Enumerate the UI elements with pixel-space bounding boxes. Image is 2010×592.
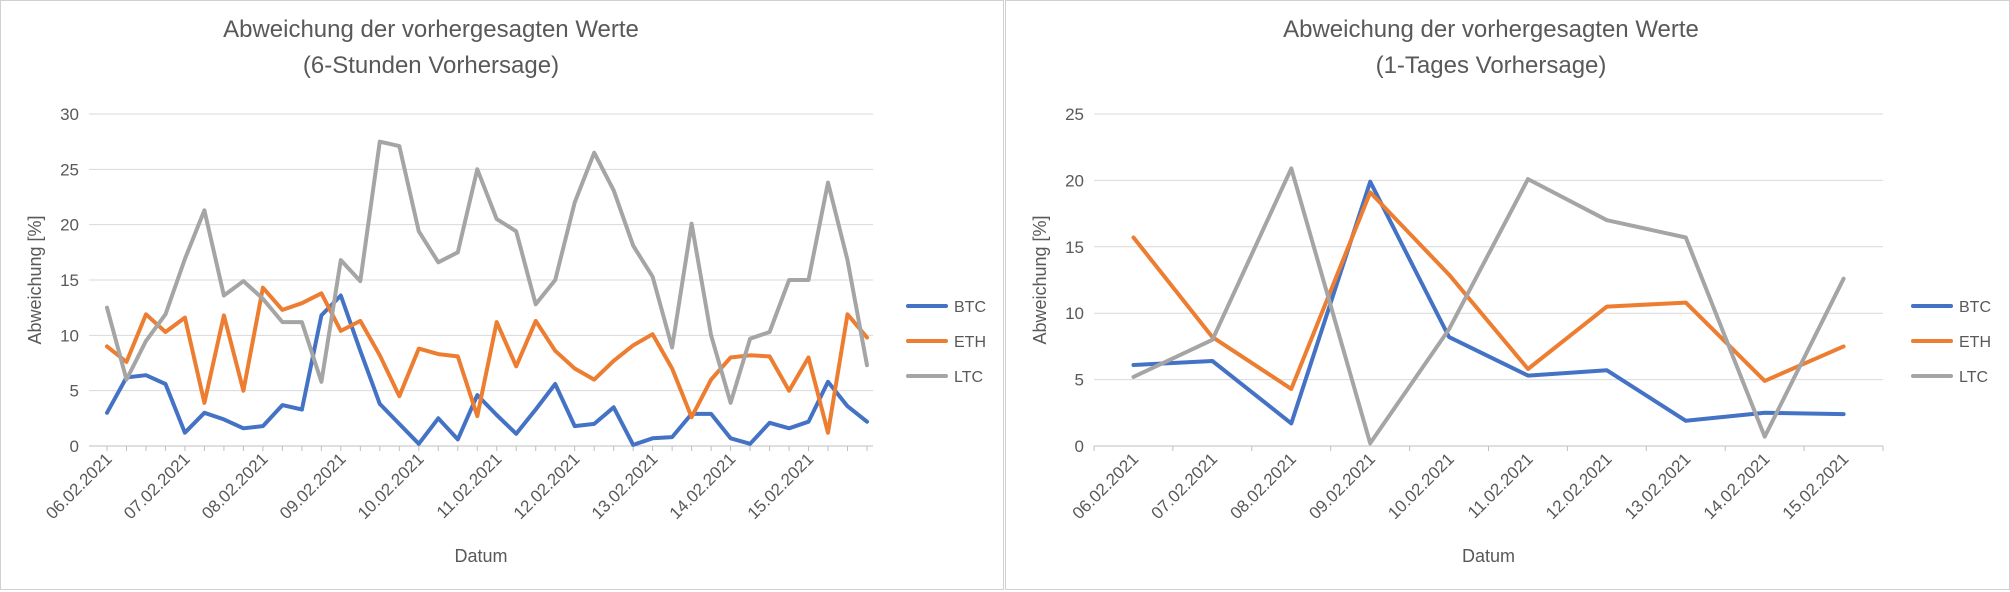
series-line-ltc bbox=[1131, 166, 1846, 446]
y-tick-label: 25 bbox=[1065, 105, 1084, 124]
x-tick-label: 09.02.2021 bbox=[1305, 449, 1379, 523]
x-tick-label: 13.02.2021 bbox=[1621, 449, 1695, 523]
x-tick-label: 10.02.2021 bbox=[354, 449, 428, 523]
x-tick-label: 15.02.2021 bbox=[744, 449, 818, 523]
chart-title-line: (6-Stunden Vorhersage) bbox=[303, 52, 559, 79]
chart-panel-6h: Abweichung der vorhergesagten Werte (6-St… bbox=[0, 0, 1004, 590]
x-tick-label: 08.02.2021 bbox=[1226, 449, 1300, 523]
legend-label-eth: ETH bbox=[1959, 334, 1991, 351]
legend-label-ltc: LTC bbox=[1959, 369, 1988, 386]
x-tick-label: 12.02.2021 bbox=[510, 449, 584, 523]
series-line-eth bbox=[105, 285, 869, 435]
x-tick-label: 12.02.2021 bbox=[1542, 449, 1616, 523]
y-tick-label: 25 bbox=[60, 160, 79, 179]
x-tick-label: 14.02.2021 bbox=[666, 449, 740, 523]
chart-1d-svg: Abweichung der vorhergesagten Werte (1-Ta… bbox=[1030, 16, 1991, 566]
chart-title-line: (1-Tages Vorhersage) bbox=[1376, 52, 1607, 79]
series-line-btc bbox=[105, 293, 869, 447]
y-tick-label: 10 bbox=[60, 326, 79, 345]
y-tick-label: 15 bbox=[60, 271, 79, 290]
x-tick-label: 14.02.2021 bbox=[1700, 449, 1774, 523]
x-tick-label: 13.02.2021 bbox=[588, 449, 662, 523]
y-axis-title: Abweichung [%] bbox=[25, 215, 45, 344]
chart-panel-1d: Abweichung der vorhergesagten Werte (1-Ta… bbox=[1005, 0, 2010, 590]
y-tick-label: 30 bbox=[60, 105, 79, 124]
legend-label-btc: BTC bbox=[1959, 299, 1991, 316]
x-tick-label: 08.02.2021 bbox=[198, 449, 272, 523]
y-tick-label: 5 bbox=[1075, 371, 1084, 390]
series-line-eth bbox=[1131, 190, 1846, 391]
x-tick-label: 07.02.2021 bbox=[1148, 449, 1222, 523]
y-tick-label: 5 bbox=[70, 382, 79, 401]
y-tick-label: 0 bbox=[1075, 437, 1084, 456]
legend-label-ltc: LTC bbox=[954, 369, 983, 386]
y-tick-label: 20 bbox=[60, 216, 79, 235]
y-tick-label: 0 bbox=[70, 437, 79, 456]
x-tick-label: 09.02.2021 bbox=[276, 449, 350, 523]
x-tick-label: 11.02.2021 bbox=[1464, 449, 1537, 522]
chart-title-line: Abweichung der vorhergesagten Werte bbox=[1283, 16, 1699, 43]
y-tick-label: 15 bbox=[1065, 238, 1084, 257]
chart-6h-svg: Abweichung der vorhergesagten Werte (6-St… bbox=[25, 16, 986, 566]
series-line-ltc bbox=[105, 139, 869, 405]
series-line-btc bbox=[1131, 179, 1846, 426]
x-tick-label: 15.02.2021 bbox=[1779, 449, 1853, 523]
x-axis-title: Datum bbox=[454, 546, 507, 566]
y-axis-title: Abweichung [%] bbox=[1030, 215, 1050, 344]
x-tick-label: 11.02.2021 bbox=[433, 449, 506, 522]
legend-label-btc: BTC bbox=[954, 299, 986, 316]
x-tick-label: 06.02.2021 bbox=[1069, 449, 1143, 523]
x-tick-label: 07.02.2021 bbox=[120, 449, 194, 523]
chart-title-line: Abweichung der vorhergesagten Werte bbox=[223, 16, 639, 43]
legend-label-eth: ETH bbox=[954, 334, 986, 351]
x-axis-title: Datum bbox=[1462, 546, 1515, 566]
y-tick-label: 20 bbox=[1065, 171, 1084, 190]
y-tick-label: 10 bbox=[1065, 304, 1084, 323]
x-tick-label: 06.02.2021 bbox=[42, 449, 116, 523]
x-tick-label: 10.02.2021 bbox=[1384, 449, 1458, 523]
